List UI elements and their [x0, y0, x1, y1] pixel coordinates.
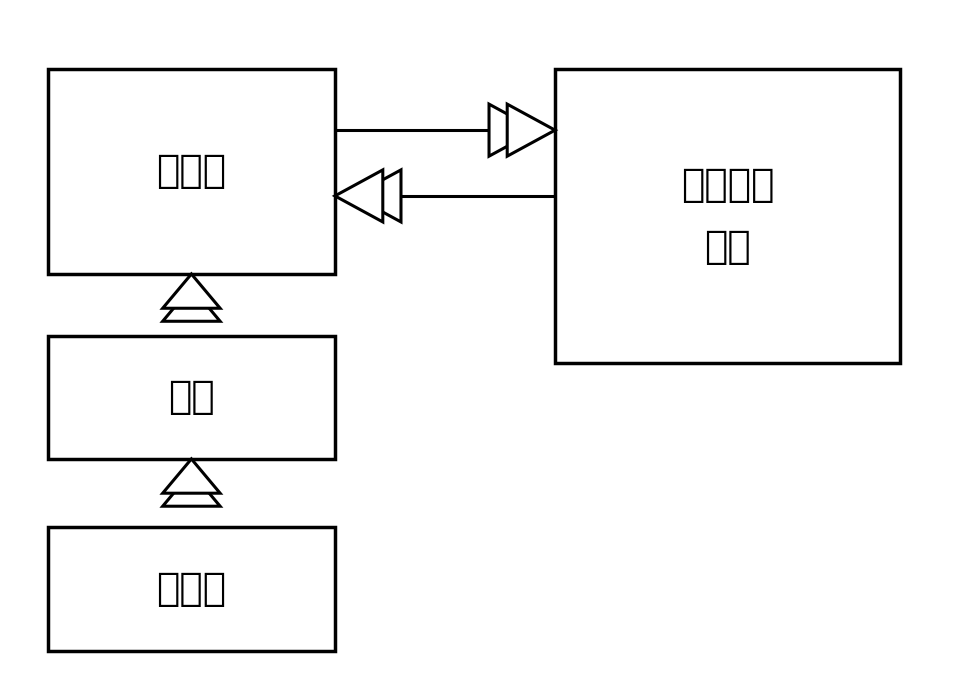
Text: 处理器: 处理器 [156, 152, 227, 190]
Polygon shape [163, 459, 220, 493]
Polygon shape [353, 170, 401, 222]
FancyBboxPatch shape [555, 68, 900, 363]
FancyBboxPatch shape [48, 527, 335, 651]
Polygon shape [335, 170, 383, 222]
FancyBboxPatch shape [48, 68, 335, 274]
Text: 相机: 相机 [168, 378, 214, 416]
Polygon shape [163, 472, 220, 506]
Text: 对刀棒: 对刀棒 [156, 570, 227, 608]
Polygon shape [507, 104, 555, 156]
Polygon shape [163, 274, 220, 308]
Polygon shape [163, 287, 220, 321]
Text: 车床数控
系统: 车床数控 系统 [680, 166, 774, 266]
Polygon shape [489, 104, 537, 156]
FancyBboxPatch shape [48, 336, 335, 459]
